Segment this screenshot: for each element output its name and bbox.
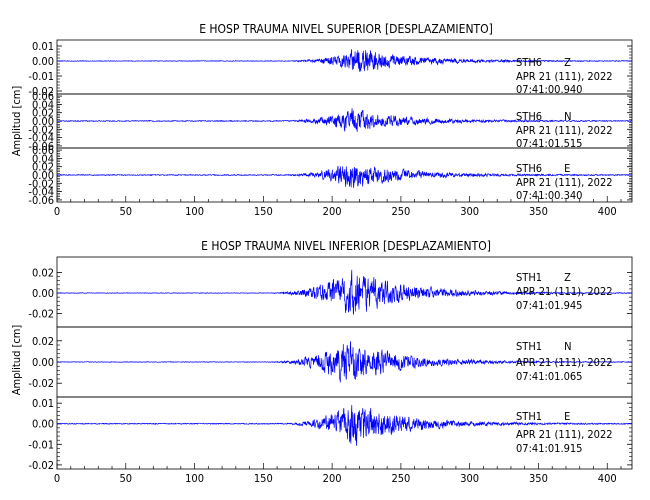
y-tick-label: 0.04 — [32, 98, 54, 111]
y-tick-label: 0.00 — [32, 356, 54, 369]
y-tick-label: -0.06 — [28, 140, 54, 153]
y-tick-label: -0.02 — [28, 377, 54, 390]
y-tick-label: 0.02 — [32, 161, 54, 174]
x-tick-label: 250 — [391, 472, 410, 485]
record-time: 07:41:01.945 — [516, 299, 582, 312]
panel-annotation: STH1 Z APR 21 (111), 2022 07:41:01.945 — [516, 271, 613, 312]
y-tick-label: -0.02 — [28, 459, 54, 472]
panel-sth6-n: 0.060.040.020.00-0.02-0.04-0.06 STH6 N AP… — [28, 90, 633, 153]
y-tick-label: 0.00 — [32, 115, 54, 128]
x-tick-label: 100 — [185, 472, 204, 485]
x-tick-label: 0 — [54, 205, 60, 218]
waveform-trace — [56, 165, 633, 188]
x-tick-label: 250 — [391, 205, 410, 218]
panel-annotation: STH6 E APR 21 (111), 2022 07:41:00.340 — [516, 162, 613, 202]
record-time: 07:41:01.515 — [516, 137, 582, 150]
x-tick-label: 50 — [119, 205, 132, 218]
y-tick-label: -0.02 — [28, 177, 54, 190]
panel-sth1-e: 0.01 0.00 -0.01 -0.02 STH1 E APR 21 (111), 2… — [28, 396, 633, 472]
y-tick-label: 0.06 — [32, 90, 54, 103]
x-tick-label: 150 — [254, 472, 273, 485]
record-time: 07:41:01.915 — [516, 442, 582, 455]
y-tick-label: -0.04 — [28, 186, 54, 199]
waveform-trace — [56, 49, 633, 72]
y-tick-label: 0.02 — [32, 107, 54, 120]
panel-annotation: STH6 Z APR 21 (111), 2022 07:41:00.940 — [516, 56, 613, 96]
record-date: APR 21 (111), 2022 — [516, 176, 613, 189]
y-tick-label: -0.02 — [28, 85, 54, 98]
x-tick-label: 200 — [323, 472, 342, 485]
x-tick-label: 50 — [119, 472, 132, 485]
x-tick-label: 200 — [323, 205, 342, 218]
waveform-trace — [56, 269, 633, 315]
x-tick-label: 350 — [529, 472, 548, 485]
station-label: STH1 N — [516, 340, 571, 353]
y-tick-label: 0.01 — [32, 40, 54, 53]
y-tick-label: 0.00 — [32, 418, 54, 431]
y-tick-label: 0.00 — [32, 287, 54, 300]
x-tick-label: 350 — [529, 205, 548, 218]
y-tick-label: 0.00 — [32, 169, 54, 182]
x-tick-label: 100 — [185, 205, 204, 218]
panel-annotation: STH6 N APR 21 (111), 2022 07:41:01.515 — [516, 110, 613, 150]
y-tick-label: 0.06 — [32, 144, 54, 157]
x-axis: 0 50 100 150 200 250 300 350 400 — [54, 196, 622, 218]
chart-group-lower: E HOSP TRAUMA NIVEL INFERIOR [DESPLAZAMI… — [10, 239, 633, 485]
y-tick-label: -0.02 — [28, 123, 54, 136]
record-date: APR 21 (111), 2022 — [516, 70, 613, 83]
record-date: APR 21 (111), 2022 — [516, 285, 613, 298]
chart-title: E HOSP TRAUMA NIVEL SUPERIOR [DESPLAZAMI… — [199, 22, 493, 36]
x-tick-label: 300 — [460, 472, 479, 485]
record-time: 07:41:00.940 — [516, 83, 582, 96]
panel-sth1-n: 0.02 0.00 -0.02 STH1 N APR 21 (111), 2022 0… — [28, 326, 633, 398]
y-tick-label: 0.04 — [32, 152, 54, 165]
waveform-trace — [56, 341, 632, 383]
waveform-trace — [56, 108, 633, 132]
station-label: STH1 Z — [516, 271, 571, 284]
panel-annotation: STH1 E APR 21 (111), 2022 07:41:01.915 — [516, 410, 613, 455]
record-date: APR 21 (111), 2022 — [516, 428, 613, 441]
y-tick-label: -0.01 — [28, 438, 54, 451]
waveform-trace — [56, 404, 632, 446]
record-time: 07:41:01.065 — [516, 370, 582, 383]
x-tick-label: 300 — [460, 205, 479, 218]
station-label: STH6 Z — [516, 56, 571, 69]
record-date: APR 21 (111), 2022 — [516, 356, 613, 369]
chart-group-upper: E HOSP TRAUMA NIVEL SUPERIOR [DESPLAZAMI… — [10, 22, 633, 218]
y-tick-label: -0.04 — [28, 132, 54, 145]
y-tick-label: -0.01 — [28, 70, 54, 83]
y-tick-label: 0.02 — [32, 266, 54, 279]
x-axis: 0 50 100 150 200 250 300 350 400 — [54, 463, 622, 485]
y-tick-label: 0.01 — [32, 397, 54, 410]
chart-title: E HOSP TRAUMA NIVEL INFERIOR [DESPLAZAMI… — [201, 239, 491, 253]
y-tick-label: -0.02 — [28, 308, 54, 321]
x-tick-label: 400 — [598, 205, 617, 218]
record-date: APR 21 (111), 2022 — [516, 124, 613, 137]
x-tick-label: 150 — [254, 205, 273, 218]
x-tick-label: 0 — [54, 472, 60, 485]
panel-sth6-e: 0.060.040.020.00-0.02-0.04-0.06 STH6 E AP… — [28, 144, 633, 207]
y-tick-label: -0.06 — [28, 194, 54, 207]
panel-sth1-z: 0.02 0.00 -0.02 STH1 Z APR 21 (111), 2022 0… — [28, 256, 633, 328]
panel-sth6-z: 0.01 0.00 -0.01 -0.02 STH6 Z APR 21 (111), 2… — [28, 39, 633, 98]
record-time: 07:41:00.340 — [516, 189, 582, 202]
panel-frame — [56, 396, 633, 470]
y-tick-label: 0.00 — [32, 55, 54, 68]
y-axis-label: Amplitud [cm] — [10, 86, 23, 157]
station-label: STH6 E — [516, 162, 570, 175]
panel-annotation: STH1 N APR 21 (111), 2022 07:41:01.065 — [516, 340, 613, 383]
x-tick-label: 400 — [598, 472, 617, 485]
station-label: STH1 E — [516, 410, 570, 423]
station-label: STH6 N — [516, 110, 571, 123]
y-tick-label: 0.02 — [32, 335, 54, 348]
y-axis-label: Amplitud [cm] — [10, 325, 23, 396]
